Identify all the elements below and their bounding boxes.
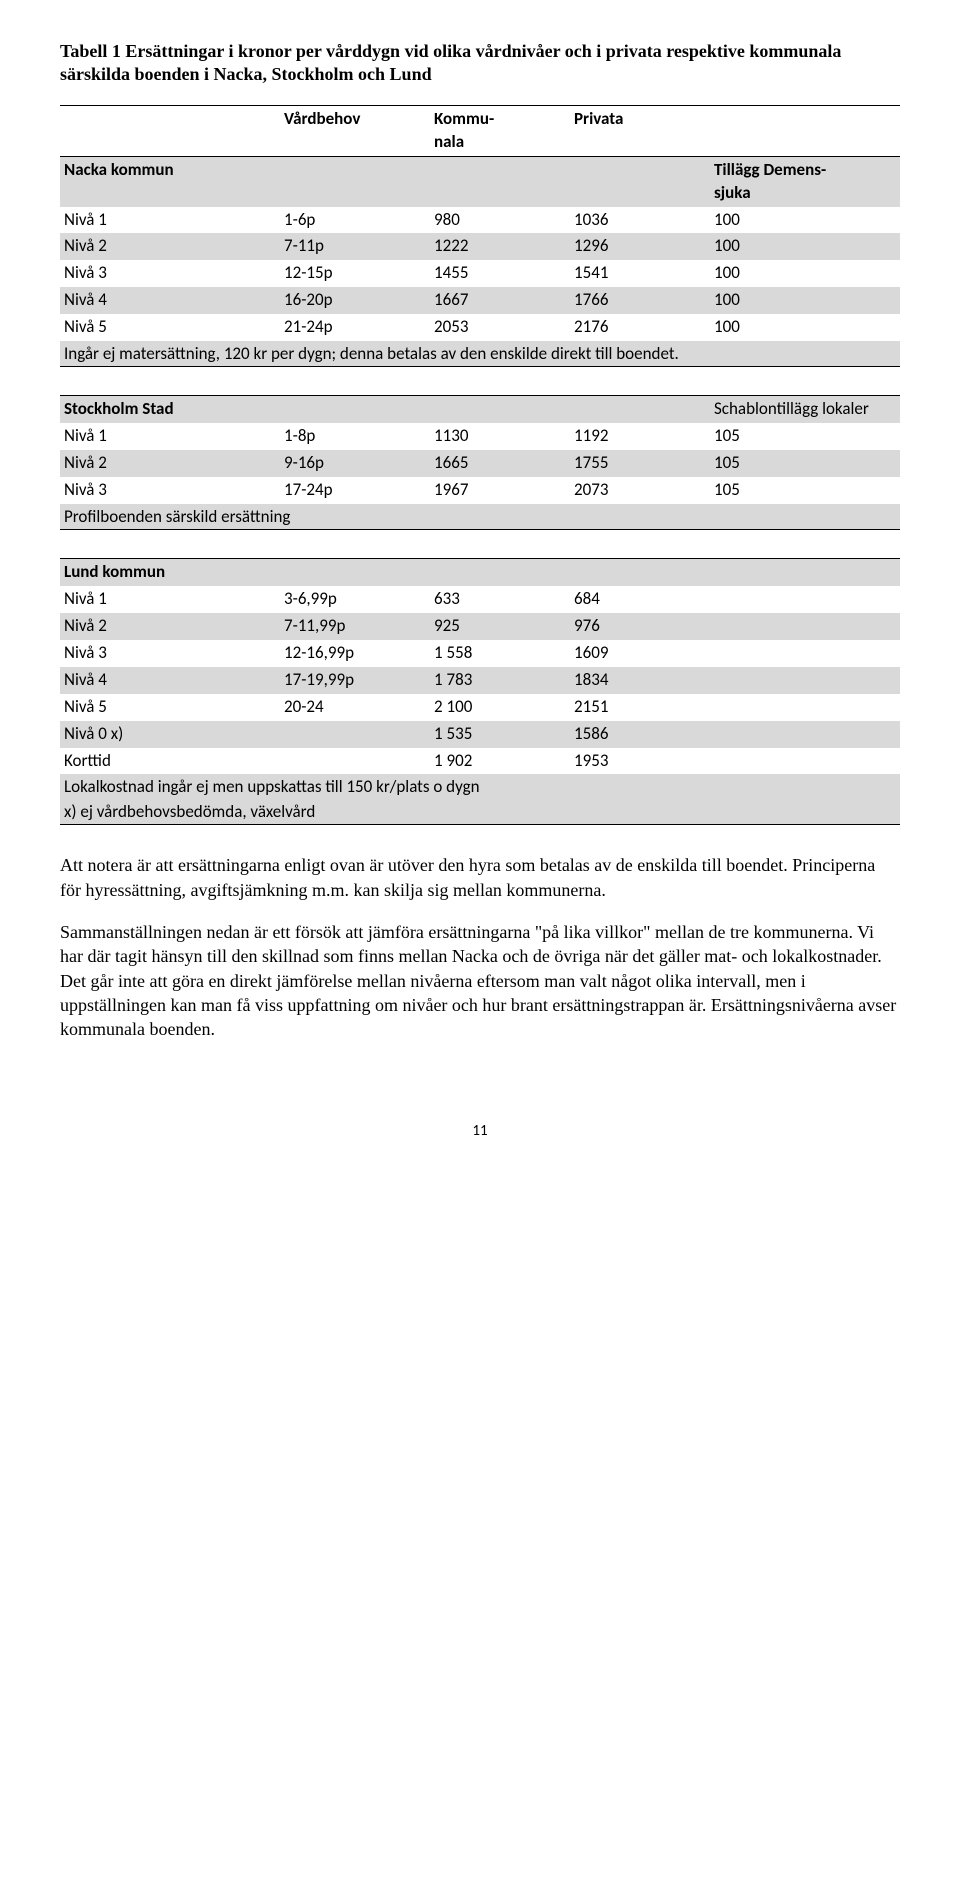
table-row: Nivå 5 21-24p 2053 2176 100 (60, 314, 900, 341)
nacka-subhead: Nacka kommun Tillägg Demens- sjuka (60, 157, 900, 207)
body-paragraph-1: Att notera är att ersättningarna enligt … (60, 853, 900, 902)
nacka-note: Ingår ej matersättning, 120 kr per dygn;… (60, 341, 900, 366)
page-number: 11 (60, 1122, 900, 1140)
table-row: Nivå 1 1-6p 980 1036 100 (60, 207, 900, 234)
lund-note2: x) ej vårdbehovsbedömda, växelvård (60, 799, 900, 824)
table-row: Nivå 4 16-20p 1667 1766 100 (60, 287, 900, 314)
table-title: Tabell 1 Ersättningar i kronor per vårdd… (60, 40, 900, 87)
table-row: Nivå 2 7-11p 1222 1296 100 (60, 233, 900, 260)
table-row: Nivå 5 20-24 2 100 2151 (60, 694, 900, 721)
table-row: Nivå 3 12-16,99p 1 558 1609 (60, 640, 900, 667)
table-row: Nivå 1 1-8p 1130 1192 105 (60, 423, 900, 450)
table-row: Nivå 0 x) 1 535 1586 (60, 721, 900, 748)
stockholm-note: Profilboenden särskild ersättning (60, 504, 900, 529)
table-row: Nivå 3 12-15p 1455 1541 100 (60, 260, 900, 287)
table-row: Korttid 1 902 1953 (60, 748, 900, 775)
lund-subhead: Lund kommun (60, 559, 900, 586)
body-paragraph-2: Sammanställningen nedan är ett försök at… (60, 920, 900, 1041)
table-row: Nivå 1 3-6,99p 633 684 (60, 586, 900, 613)
stockholm-table: Stockholm Stad Schablontillägg lokaler N… (60, 395, 900, 530)
col-kommunala: Kommu- nala (430, 106, 570, 156)
col-privata: Privata (570, 106, 710, 156)
lund-table: Lund kommun Nivå 1 3-6,99p 633 684 Nivå … (60, 558, 900, 826)
lund-note1: Lokalkostnad ingår ej men uppskattas til… (60, 774, 900, 799)
header-row: Vårdbehov Kommu- nala Privata (60, 106, 900, 156)
col-vardbehov: Vårdbehov (280, 106, 430, 156)
table-row: Nivå 2 9-16p 1665 1755 105 (60, 450, 900, 477)
table-row: Nivå 2 7-11,99p 925 976 (60, 613, 900, 640)
nacka-table: Vårdbehov Kommu- nala Privata Nacka komm… (60, 105, 900, 367)
table-row: Nivå 4 17-19,99p 1 783 1834 (60, 667, 900, 694)
table-row: Nivå 3 17-24p 1967 2073 105 (60, 477, 900, 504)
stockholm-subhead: Stockholm Stad Schablontillägg lokaler (60, 396, 900, 423)
